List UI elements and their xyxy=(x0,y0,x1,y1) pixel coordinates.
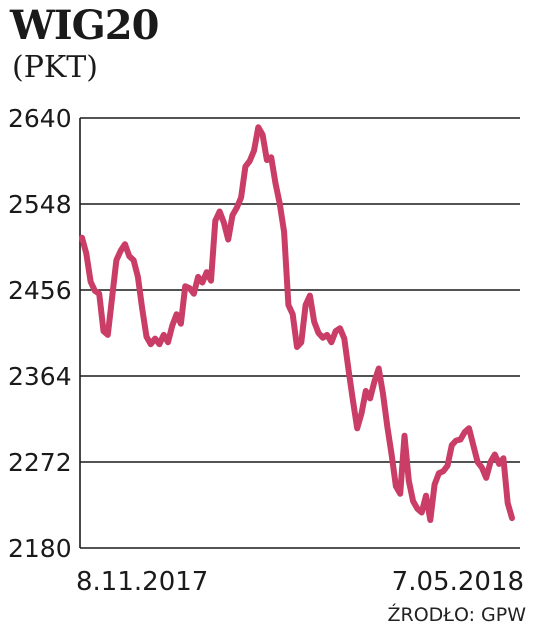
line-chart: 2640 2548 2456 2364 2272 2180 8.11.2017 7.05.2… xyxy=(8,104,524,597)
y-tick-label-2272: 2272 xyxy=(8,448,72,477)
series-line-wig20 xyxy=(79,124,515,523)
y-tick-label-2456: 2456 xyxy=(8,276,72,305)
x-axis-tick-labels: 8.11.2017 7.05.2018 xyxy=(76,567,524,597)
x-tick-label-start: 8.11.2017 xyxy=(76,567,208,597)
x-tick-label-end: 7.05.2018 xyxy=(392,567,524,597)
y-tick-label-2548: 2548 xyxy=(8,190,72,219)
y-tick-label-2640: 2640 xyxy=(8,104,72,133)
series-layer xyxy=(79,124,515,523)
grid-lines xyxy=(79,117,520,549)
source-note: ŹRODŁO: GPW xyxy=(387,604,526,626)
chart-unit-label: (PKT) xyxy=(12,50,99,85)
y-tick-label-2180: 2180 xyxy=(8,534,72,563)
y-axis-tick-labels: 2640 2548 2456 2364 2272 2180 xyxy=(8,104,72,563)
chart-title: WIG20 xyxy=(10,2,159,49)
y-tick-label-2364: 2364 xyxy=(8,362,72,391)
